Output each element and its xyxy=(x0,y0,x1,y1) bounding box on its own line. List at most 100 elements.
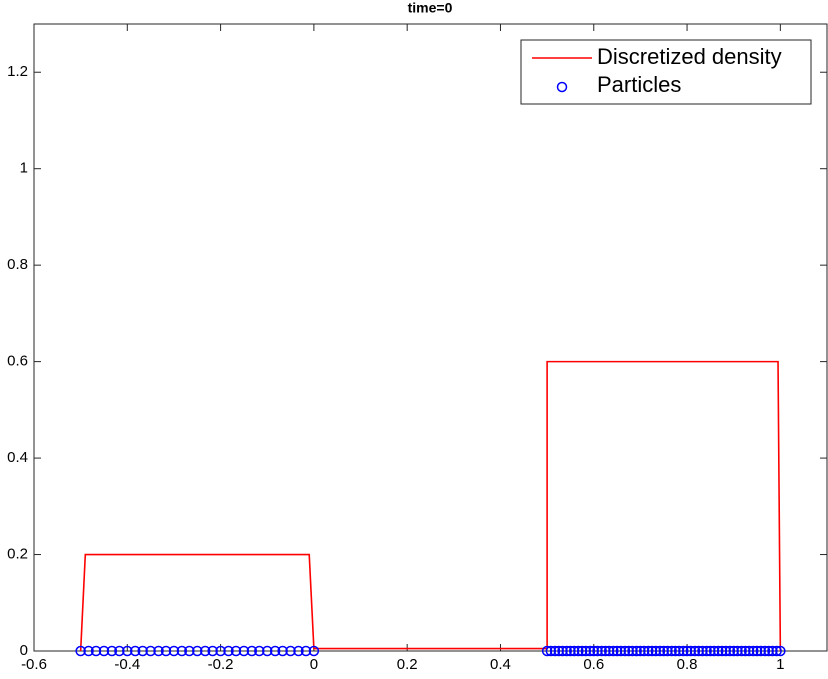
x-tick-label: -0.6 xyxy=(21,656,47,673)
x-tick-label: -0.2 xyxy=(208,656,234,673)
legend-label: Particles xyxy=(597,72,681,97)
legend-swatch xyxy=(556,81,568,93)
y-tick-label: 0.6 xyxy=(7,353,28,370)
x-tick-label: 0.4 xyxy=(490,656,511,673)
particle xyxy=(576,645,588,657)
particle xyxy=(561,645,572,657)
legend-label: Discretized density xyxy=(597,44,782,69)
particle xyxy=(545,645,557,657)
density-line xyxy=(79,360,782,652)
particle xyxy=(619,645,631,657)
particle xyxy=(122,645,133,657)
particle xyxy=(192,645,203,657)
axes-box xyxy=(33,23,828,652)
particle xyxy=(129,645,141,657)
particle xyxy=(261,645,273,657)
y-tick-label: 0 xyxy=(20,642,28,659)
particle xyxy=(673,645,685,657)
particle xyxy=(199,645,211,657)
particle xyxy=(646,645,658,657)
y-tick-label: 1 xyxy=(20,160,28,177)
particle xyxy=(246,645,258,657)
particle xyxy=(678,645,689,657)
particle xyxy=(635,645,646,657)
legend: Discretized density Particles xyxy=(520,39,812,105)
particle xyxy=(608,645,619,657)
x-tick-label: 0 xyxy=(310,656,318,673)
x-tick-label: 0.6 xyxy=(583,656,604,673)
particle xyxy=(775,645,786,657)
particle xyxy=(553,645,565,657)
particle xyxy=(611,645,623,657)
particle xyxy=(697,645,708,657)
particle xyxy=(670,645,681,657)
particle xyxy=(705,645,716,657)
particle xyxy=(145,645,156,657)
particle xyxy=(549,645,561,657)
particle xyxy=(223,645,234,657)
particle xyxy=(293,645,304,657)
particle xyxy=(755,645,767,657)
x-tick-label: 0.8 xyxy=(677,656,698,673)
particle xyxy=(654,645,666,657)
legend-box xyxy=(520,39,812,105)
particle xyxy=(168,645,180,657)
x-tick-label: 0.2 xyxy=(397,656,418,673)
particle xyxy=(153,645,164,657)
particle xyxy=(681,645,693,657)
particle xyxy=(176,645,188,657)
particle xyxy=(580,645,592,657)
particle xyxy=(763,645,774,657)
particle xyxy=(238,645,250,657)
particle xyxy=(592,645,603,657)
particle xyxy=(137,645,148,657)
particle xyxy=(748,645,759,657)
particle xyxy=(716,645,728,657)
y-tick-label: 0.4 xyxy=(7,449,28,466)
particle xyxy=(728,645,739,657)
particle xyxy=(300,645,312,657)
particle xyxy=(685,645,697,657)
particle xyxy=(285,645,296,657)
particle xyxy=(740,645,751,657)
particle xyxy=(565,645,576,657)
particle xyxy=(600,645,611,657)
particle xyxy=(308,645,320,657)
particle xyxy=(573,645,584,657)
particle xyxy=(615,645,627,657)
particle xyxy=(106,645,118,657)
particle xyxy=(584,645,596,657)
particle xyxy=(732,645,743,657)
particle xyxy=(627,645,638,657)
particle xyxy=(184,645,195,657)
particle xyxy=(631,645,642,657)
particle xyxy=(98,645,110,657)
particle xyxy=(650,645,662,657)
x-tick-label: 1 xyxy=(776,656,784,673)
particle xyxy=(666,645,677,657)
particle xyxy=(541,645,553,657)
particle xyxy=(693,645,704,657)
particle xyxy=(588,645,600,657)
particle xyxy=(83,645,94,657)
particle xyxy=(269,645,281,657)
particle xyxy=(603,645,615,657)
particle xyxy=(277,645,288,657)
particle xyxy=(596,645,607,657)
x-tick-label: -0.4 xyxy=(114,656,140,673)
particle xyxy=(254,645,265,657)
particle xyxy=(160,645,172,657)
particle xyxy=(215,645,226,657)
particle xyxy=(724,645,736,657)
particle xyxy=(689,645,701,657)
particle xyxy=(658,645,669,657)
particle xyxy=(90,645,102,657)
particle xyxy=(207,645,218,657)
particle xyxy=(713,645,724,657)
particle xyxy=(751,645,763,657)
particle xyxy=(701,645,712,657)
particle xyxy=(643,645,654,657)
particle xyxy=(638,645,650,657)
